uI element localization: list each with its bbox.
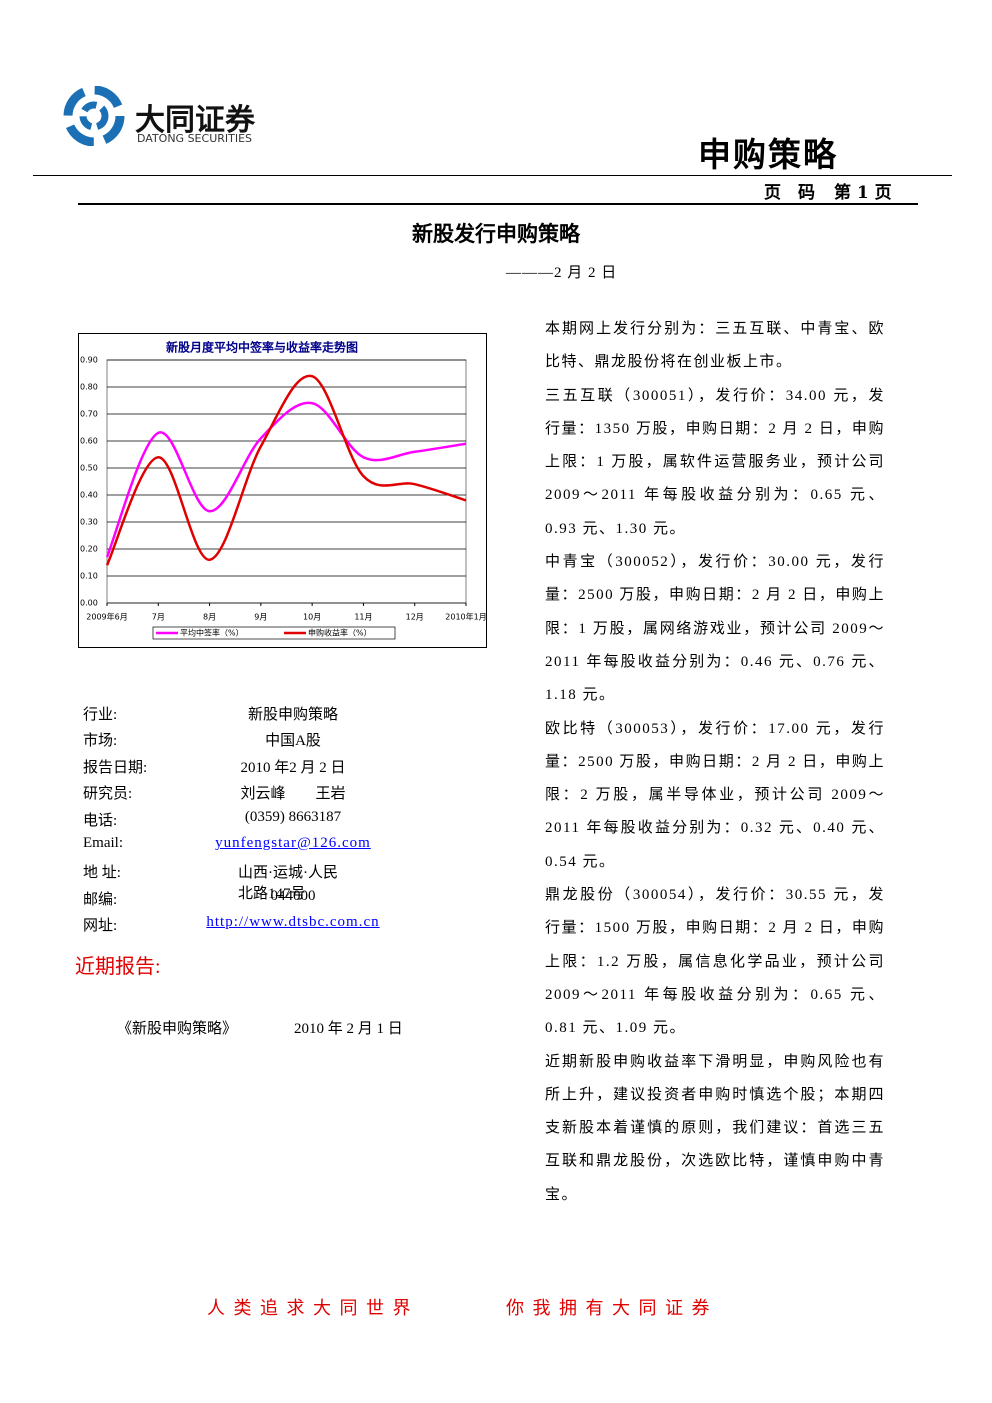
paragraph: 近期新股申购收益率下滑明显，申购风险也有所上升，建议投资者申购时慎选个股；本期四… bbox=[545, 1053, 885, 1203]
info-label: 地 址: bbox=[83, 865, 121, 882]
y-tick-label: 0.70 bbox=[80, 410, 98, 419]
y-tick-label: 0.40 bbox=[80, 491, 98, 500]
y-tick-label: 0.10 bbox=[80, 572, 98, 581]
info-value: (0359) 8663187 bbox=[244, 808, 342, 825]
info-link[interactable]: http://www.dtsbc.com.cn bbox=[206, 914, 380, 931]
section-title: 申购策略 bbox=[698, 135, 838, 174]
logo-en: DATONG SECURITIES bbox=[137, 132, 253, 145]
series-line bbox=[105, 401, 467, 558]
x-tick-label: 8月 bbox=[203, 613, 216, 622]
x-tick-label: 7月 bbox=[152, 613, 165, 622]
doc-title: 新股发行申购策略 bbox=[412, 221, 580, 246]
x-tick-label: 11月 bbox=[354, 613, 372, 622]
rule bbox=[33, 175, 952, 176]
paragraph: 本期网上发行分别为：三五互联、中青宝、欧比特、鼎龙股份将在创业板上市。 bbox=[545, 321, 885, 371]
info-value: 刘云峰 王岩 bbox=[240, 786, 346, 803]
report-date: 2010 年 2 月 1 日 bbox=[294, 1021, 403, 1037]
info-value: 2010 年2 月 2 日 bbox=[240, 759, 346, 776]
info-label: 研究员: bbox=[83, 786, 133, 803]
info-value: 山西·运城·人民北路147号 bbox=[238, 865, 338, 903]
info-row: 电话: (0359) 8663187 bbox=[83, 809, 403, 835]
logo-icon bbox=[63, 86, 125, 146]
info-link[interactable]: yunfengstar@126.com bbox=[215, 835, 371, 851]
y-tick-label: 0.80 bbox=[80, 383, 98, 392]
recent-title: 近期报告: bbox=[75, 956, 161, 978]
slogan: 你 我 拥 有 大 同 证 券 bbox=[506, 1298, 712, 1318]
info-row: 市场: 中国A股 bbox=[83, 729, 403, 755]
info-row: 行业: 新股申购策略 bbox=[83, 703, 403, 729]
info-row: 地 址: 山西·运城·人民北路147号 bbox=[83, 861, 403, 902]
y-tick-label: 0.90 bbox=[80, 356, 98, 365]
logo-cn: 大同证券 bbox=[135, 103, 255, 138]
x-tick-label: 10月 bbox=[303, 613, 321, 622]
info-label: 电话: bbox=[83, 812, 118, 829]
info-label: Email: bbox=[83, 835, 123, 851]
paragraph: 欧比特（300053），发行价：17.00 元，发行量：2500 万股，申购日期… bbox=[545, 720, 885, 870]
info-row: 报告日期: 2010 年2 月 2 日 bbox=[83, 756, 403, 782]
info-row: 邮编: 044000 bbox=[83, 888, 403, 914]
page-label: 页 码 bbox=[764, 183, 815, 203]
y-tick-label: 0.50 bbox=[80, 464, 98, 473]
info-label: 网址: bbox=[83, 918, 118, 935]
info-row: Email: yunfengstar@126.com bbox=[83, 835, 403, 861]
paragraph: 三五互联（300051），发行价：34.00 元，发行量：1350 万股，申购日… bbox=[545, 387, 885, 537]
paragraph: 中青宝（300052），发行价：30.00 元，发行量：2500 万股，申购日期… bbox=[545, 554, 885, 704]
x-tick-label: 12月 bbox=[406, 613, 424, 622]
y-tick-label: 0.30 bbox=[80, 518, 98, 527]
paragraph: 鼎龙股份（300054），发行价：30.55 元，发行量：1500 万股，申购日… bbox=[545, 887, 885, 1037]
y-tick-label: 0.20 bbox=[80, 545, 98, 554]
x-tick-label: 2009年6月 bbox=[86, 612, 127, 622]
slogan: 人 类 追 求 大 同 世 界 bbox=[207, 1298, 413, 1318]
date-line: ———2 月 2 日 bbox=[506, 265, 618, 281]
info-value: 044000 bbox=[270, 887, 316, 904]
info-value: 中国A股 bbox=[265, 733, 321, 750]
legend-label: 申购收益率（%） bbox=[308, 628, 372, 638]
y-tick-label: 0.00 bbox=[80, 599, 98, 608]
info-row: 研究员: 刘云峰 王岩 bbox=[83, 782, 403, 808]
report-title: 《新股申购策略》 bbox=[117, 1021, 238, 1037]
info-row: 网址: http://www.dtsbc.com.cn bbox=[83, 914, 403, 940]
legend-label: 平均中签率（%） bbox=[180, 628, 244, 638]
series-line bbox=[105, 374, 467, 566]
info-label: 市场: bbox=[83, 733, 118, 750]
info-value: 新股申购策略 bbox=[247, 707, 339, 723]
page-number: 第 1 页 bbox=[834, 183, 892, 203]
chart-title: 新股月度平均中签率与收益率走势图 bbox=[166, 340, 358, 355]
chart: 新股月度平均中签率与收益率走势图 0.00 0.10 0.20 0.30 0.40 0.5… bbox=[78, 333, 487, 648]
y-tick-label: 0.60 bbox=[80, 437, 98, 446]
info-label: 报告日期: bbox=[83, 759, 148, 776]
rule bbox=[78, 203, 918, 205]
x-tick-label: 9月 bbox=[254, 613, 267, 622]
info-label: 行业: bbox=[83, 707, 118, 723]
info-label: 邮编: bbox=[83, 891, 118, 908]
x-tick-label: 2010年1月 bbox=[445, 612, 486, 622]
body-text: 本期网上发行分别为：三五互联、中青宝、欧比特、鼎龙股份将在创业板上市。三五互联（… bbox=[545, 313, 885, 1212]
legend-box bbox=[152, 626, 396, 640]
